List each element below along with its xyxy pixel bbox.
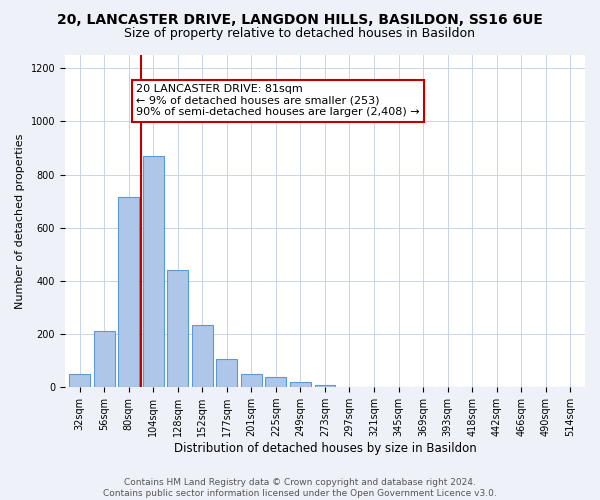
Bar — [94, 332, 115, 387]
Bar — [69, 374, 90, 387]
Text: Size of property relative to detached houses in Basildon: Size of property relative to detached ho… — [125, 28, 476, 40]
Bar — [167, 270, 188, 387]
Bar — [241, 374, 262, 387]
Text: 20, LANCASTER DRIVE, LANGDON HILLS, BASILDON, SS16 6UE: 20, LANCASTER DRIVE, LANGDON HILLS, BASI… — [57, 12, 543, 26]
X-axis label: Distribution of detached houses by size in Basildon: Distribution of detached houses by size … — [173, 442, 476, 455]
Bar — [265, 376, 286, 387]
Y-axis label: Number of detached properties: Number of detached properties — [15, 134, 25, 309]
Bar — [314, 384, 335, 387]
Text: Contains HM Land Registry data © Crown copyright and database right 2024.
Contai: Contains HM Land Registry data © Crown c… — [103, 478, 497, 498]
Bar — [143, 156, 164, 387]
Bar — [192, 325, 213, 387]
Bar — [217, 360, 237, 387]
Text: 20 LANCASTER DRIVE: 81sqm
← 9% of detached houses are smaller (253)
90% of semi-: 20 LANCASTER DRIVE: 81sqm ← 9% of detach… — [136, 84, 419, 117]
Bar — [290, 382, 311, 387]
Bar — [118, 197, 139, 387]
